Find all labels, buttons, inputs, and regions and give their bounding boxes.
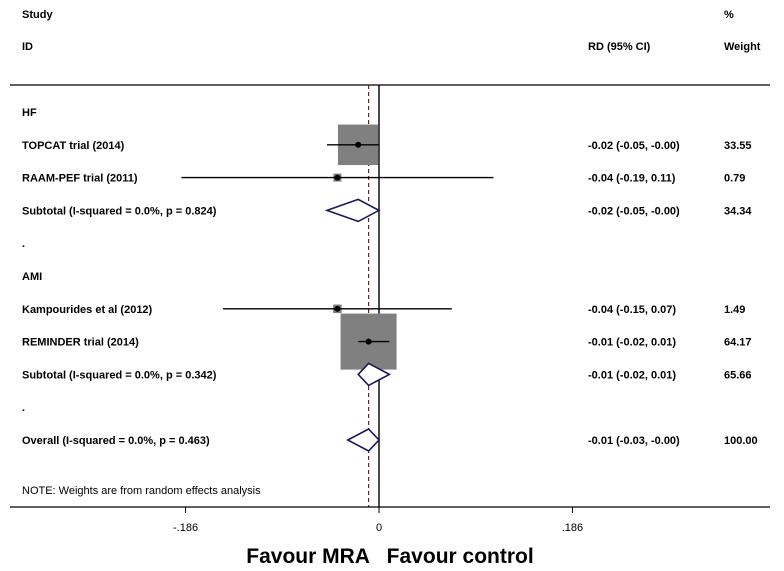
row-study: TOPCAT trial (2014) -0.02 (-0.05, -0.00) 3… <box>22 124 752 166</box>
study-label: Kampourides et al (2012) <box>22 304 153 316</box>
subtotal-diamond <box>357 362 392 387</box>
subtotal-label: Subtotal (I-squared = 0.0%, p = 0.342) <box>22 369 217 381</box>
x-ticks: -.186 0 .186 <box>173 507 583 534</box>
x-tick-label: -.186 <box>173 522 198 534</box>
overall-diamond <box>346 428 381 452</box>
row-subtotal: Subtotal (I-squared = 0.0%, p = 0.824) -0… <box>22 198 752 223</box>
x-tick-label: .186 <box>562 522 583 534</box>
point-estimate <box>355 141 362 148</box>
ci-text: -0.04 (-0.15, 0.07) <box>588 304 676 316</box>
weight-text: 0.79 <box>724 173 745 185</box>
weight-text: 1.49 <box>724 304 745 316</box>
group-label: AMI <box>22 271 42 283</box>
ci-text: -0.04 (-0.19, 0.11) <box>588 173 676 185</box>
header-effect: RD (95% CI) <box>588 41 651 53</box>
row-blank: . <box>22 402 25 414</box>
weight-text: 33.55 <box>724 140 752 152</box>
header-id: ID <box>22 41 33 53</box>
subtotal-diamond <box>324 198 381 223</box>
row-study: Kampourides et al (2012) -0.04 (-0.15, 0.… <box>22 304 745 316</box>
note: NOTE: Weights are from random effects an… <box>22 485 261 497</box>
point-estimate <box>334 174 341 181</box>
group-label: HF <box>22 107 37 119</box>
row-study: RAAM-PEF trial (2011) -0.04 (-0.19, 0.11)… <box>22 173 745 185</box>
study-label: RAAM-PEF trial (2011) <box>22 173 138 185</box>
spacer-dot: . <box>22 238 25 250</box>
header-study: Study <box>22 9 53 21</box>
weight-text: 100.00 <box>724 435 758 447</box>
x-axis-label: Favour MRA Favour control <box>246 545 533 568</box>
row-group: AMI <box>22 271 42 283</box>
row-group: HF <box>22 107 37 119</box>
point-estimate <box>365 338 372 345</box>
header-weight: Weight <box>724 41 761 53</box>
row-overall: Overall (I-squared = 0.0%, p = 0.463) -0.… <box>22 428 758 452</box>
weight-text: 65.66 <box>724 369 752 381</box>
weight-text: 64.17 <box>724 337 752 349</box>
ci-text: -0.02 (-0.05, -0.00) <box>588 205 680 217</box>
ci-text: -0.02 (-0.05, -0.00) <box>588 140 680 152</box>
forest-rows: HF TOPCAT trial (2014) -0.02 (-0.05, -0.00… <box>22 107 758 452</box>
subtotal-label: Subtotal (I-squared = 0.0%, p = 0.824) <box>22 205 217 217</box>
weight-text: 34.34 <box>724 205 752 217</box>
study-label: TOPCAT trial (2014) <box>22 140 125 152</box>
row-subtotal: Subtotal (I-squared = 0.0%, p = 0.342) -0… <box>22 362 752 387</box>
row-study: REMINDER trial (2014) -0.01 (-0.02, 0.01)… <box>22 313 752 370</box>
x-tick-label: 0 <box>376 522 382 534</box>
ci-text: -0.01 (-0.03, -0.00) <box>588 435 680 447</box>
ci-text: -0.01 (-0.02, 0.01) <box>588 369 676 381</box>
row-blank: . <box>22 238 25 250</box>
header-percent: % <box>724 9 734 21</box>
point-estimate <box>334 305 341 312</box>
ci-text: -0.01 (-0.02, 0.01) <box>588 337 676 349</box>
spacer-dot: . <box>22 402 25 414</box>
study-label: REMINDER trial (2014) <box>22 337 139 349</box>
overall-label: Overall (I-squared = 0.0%, p = 0.463) <box>22 435 210 447</box>
